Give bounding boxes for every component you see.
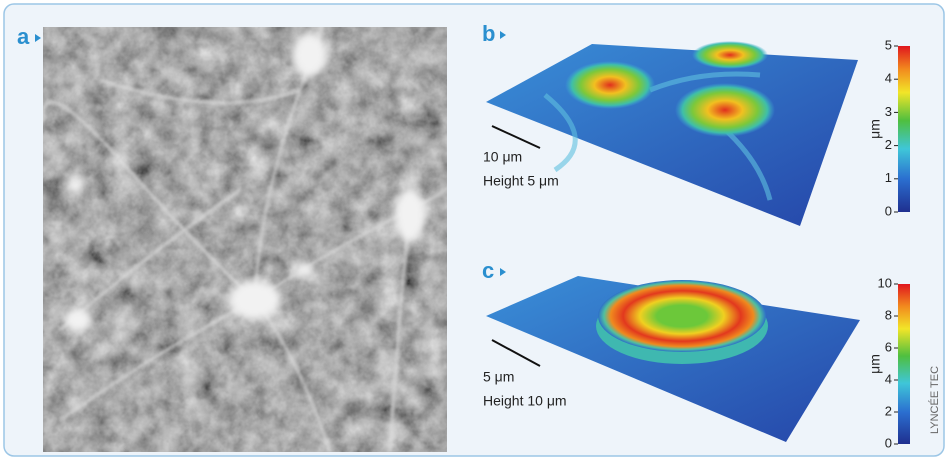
height-text: Height 5 μm [483,173,559,189]
colorbar-tick-label: 0 [885,435,892,450]
figure: a b 10 μm Height 5 μm μm c 5 μm Height 1… [0,0,949,462]
panel-label: c [482,258,494,283]
colorbar-tick-label: 4 [885,71,892,86]
colorbar-unit: μm [867,119,883,139]
panel-label: b [482,21,495,46]
colorbar [898,284,910,444]
panel-label: a [17,24,30,49]
colorbar-tick-label: 2 [885,137,892,152]
scale-text: 5 μm [483,369,514,385]
scale-text: 10 μm [483,149,522,165]
colorbar-tick-label: 10 [878,275,892,290]
micrograph-a [43,13,462,452]
colorbar-tick-label: 6 [885,339,892,354]
colorbar-tick-label: 8 [885,307,892,322]
colorbar-tick-label: 0 [885,203,892,218]
colorbar [898,46,910,212]
colorbar-tick-label: 5 [885,37,892,52]
height-text: Height 10 μm [483,393,567,409]
colorbar-tick-label: 3 [885,104,892,119]
colorbar-tick-label: 2 [885,403,892,418]
credit: LYNCÉE TEC [928,366,941,434]
colorbar-tick-label: 4 [885,371,892,386]
colorbar-unit: μm [867,354,883,374]
colorbar-tick-label: 1 [885,170,892,185]
